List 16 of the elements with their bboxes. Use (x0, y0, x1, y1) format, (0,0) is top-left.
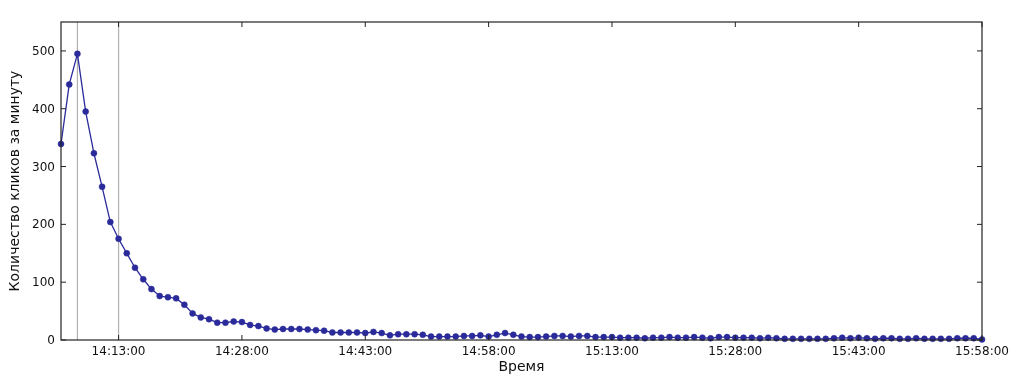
y-axis-title: Количество кликов за минуту (6, 70, 22, 292)
x-tick-label: 14:43:00 (338, 344, 393, 358)
y-tick-label: 300 (32, 159, 55, 174)
y-tick-label: 500 (32, 43, 55, 58)
y-tick-label: 100 (32, 275, 55, 290)
x-tick-label: 15:43:00 (831, 344, 886, 358)
x-tick-label: 14:13:00 (91, 344, 146, 358)
x-tick-label: 14:28:00 (214, 344, 269, 358)
x-tick-label: 15:13:00 (585, 344, 639, 358)
x-tick-label: 14:58:00 (461, 344, 516, 358)
y-tick-label: 0 (47, 333, 55, 347)
y-tick-label: 400 (32, 101, 55, 116)
y-tick-label: 200 (32, 217, 55, 232)
x-axis-title: Время (498, 358, 545, 374)
x-tick-label: 15:28:00 (708, 344, 763, 358)
x-tick-label: 15:58:00 (955, 344, 1009, 358)
